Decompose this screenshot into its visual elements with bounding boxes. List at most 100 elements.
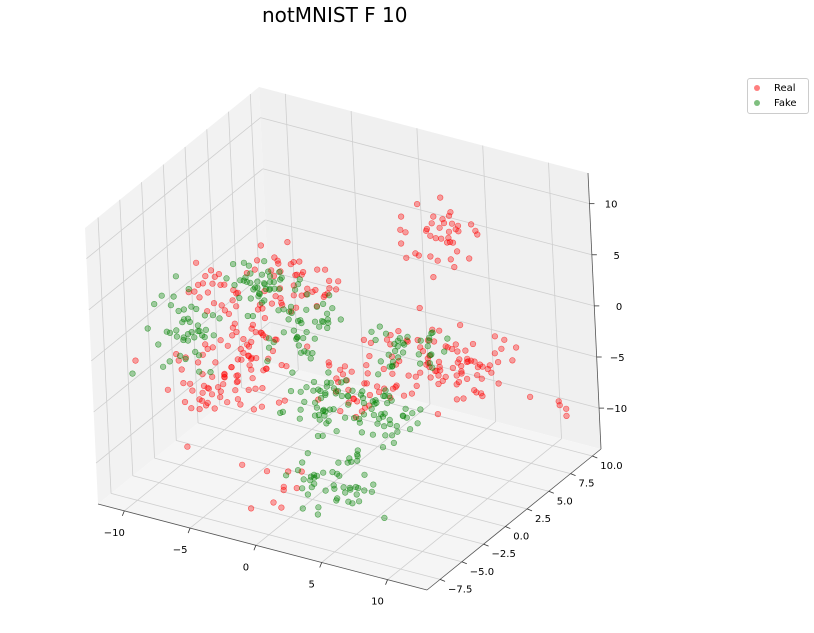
legend-marker-fake	[754, 100, 760, 106]
data-point-real	[471, 358, 478, 365]
data-point-real	[491, 333, 499, 340]
data-point-fake	[349, 387, 356, 394]
grid-line-z-back	[262, 168, 592, 256]
data-point-real	[457, 322, 464, 329]
data-point-real	[278, 299, 285, 306]
data-point-real	[209, 373, 216, 380]
series-fake	[129, 258, 451, 522]
data-point-fake	[166, 358, 173, 365]
data-point-real	[284, 239, 291, 246]
data-point-fake	[368, 488, 376, 495]
data-point-real	[304, 343, 311, 350]
data-point-real	[285, 468, 292, 475]
data-point-real	[221, 307, 228, 314]
x-tick-mark	[319, 562, 323, 568]
data-point-fake	[354, 457, 361, 464]
data-point-fake	[247, 279, 254, 287]
data-point-real	[293, 485, 300, 492]
data-point-fake	[258, 271, 266, 278]
data-point-real	[298, 292, 305, 299]
data-point-real	[451, 264, 458, 271]
data-point-real	[212, 359, 219, 366]
grid-line-y-left	[97, 217, 112, 494]
data-point-real	[132, 357, 139, 364]
data-point-fake	[319, 432, 326, 439]
data-point-real	[428, 220, 435, 227]
data-point-real	[217, 388, 224, 395]
data-point-real	[260, 332, 267, 339]
data-point-fake	[354, 453, 361, 460]
grid-line-x-floor	[189, 386, 365, 529]
data-point-real	[387, 332, 394, 339]
data-point-real	[526, 393, 534, 401]
data-point-fake	[301, 398, 308, 406]
data-point-real	[187, 380, 194, 387]
data-point-real	[354, 398, 361, 405]
grid-lines	[86, 93, 600, 580]
data-point-real	[468, 221, 475, 228]
data-point-fake	[188, 329, 195, 336]
data-point-real	[495, 380, 502, 387]
data-point-real	[341, 363, 349, 370]
data-point-real	[395, 328, 402, 335]
data-point-fake	[299, 485, 306, 492]
data-point-fake	[311, 335, 318, 342]
data-point-fake	[320, 318, 327, 326]
data-point-fake	[313, 303, 321, 310]
grid-line-y-floor	[241, 387, 571, 475]
data-point-real	[326, 277, 333, 285]
data-point-fake	[417, 360, 424, 367]
legend-item-real: Real	[754, 81, 796, 95]
data-point-fake	[303, 384, 310, 391]
data-point-fake	[359, 394, 367, 402]
data-point-fake	[361, 487, 368, 494]
data-point-fake	[193, 305, 200, 313]
data-point-real	[389, 385, 397, 392]
data-point-real	[237, 401, 244, 408]
data-point-fake	[196, 368, 203, 375]
data-point-real	[416, 304, 423, 312]
grid-line-z-back	[260, 117, 590, 205]
legend-label-fake: Fake	[774, 97, 797, 109]
data-point-fake	[129, 370, 136, 377]
data-point-real	[454, 248, 461, 255]
data-point-real	[293, 304, 300, 311]
data-point-real	[436, 327, 443, 334]
data-point-fake	[240, 259, 247, 266]
data-point-real	[449, 364, 457, 372]
x-tick-label: 10	[371, 597, 384, 608]
data-point-real	[263, 468, 271, 475]
data-point-fake	[386, 363, 393, 370]
data-point-real	[563, 405, 570, 412]
z-tick-label: 0	[616, 302, 622, 313]
data-point-fake	[379, 444, 387, 451]
data-point-real	[408, 390, 416, 397]
data-point-real	[445, 212, 453, 219]
z-tick-label: 5	[613, 251, 619, 262]
data-point-fake	[342, 414, 349, 421]
data-point-real	[199, 280, 206, 287]
data-point-fake	[255, 293, 262, 300]
data-point-real	[314, 266, 321, 273]
data-point-fake	[349, 500, 356, 507]
data-point-fake	[144, 325, 151, 332]
data-point-real	[363, 362, 370, 369]
data-point-real	[435, 380, 442, 388]
data-point-fake	[295, 342, 302, 349]
data-point-real	[398, 240, 405, 247]
data-point-real	[430, 274, 437, 281]
data-point-real	[434, 257, 441, 264]
data-point-fake	[299, 459, 306, 466]
data-point-real	[333, 375, 340, 382]
grid-line-z-left	[95, 321, 271, 464]
data-point-real	[427, 232, 434, 239]
data-point-fake	[195, 352, 203, 359]
data-point-real	[350, 396, 358, 403]
data-point-fake	[296, 276, 303, 283]
data-point-fake	[184, 331, 192, 338]
data-point-real	[181, 398, 189, 406]
data-point-real	[290, 292, 297, 299]
data-point-real	[466, 255, 473, 262]
data-point-real	[229, 297, 236, 304]
data-point-real	[474, 231, 481, 238]
